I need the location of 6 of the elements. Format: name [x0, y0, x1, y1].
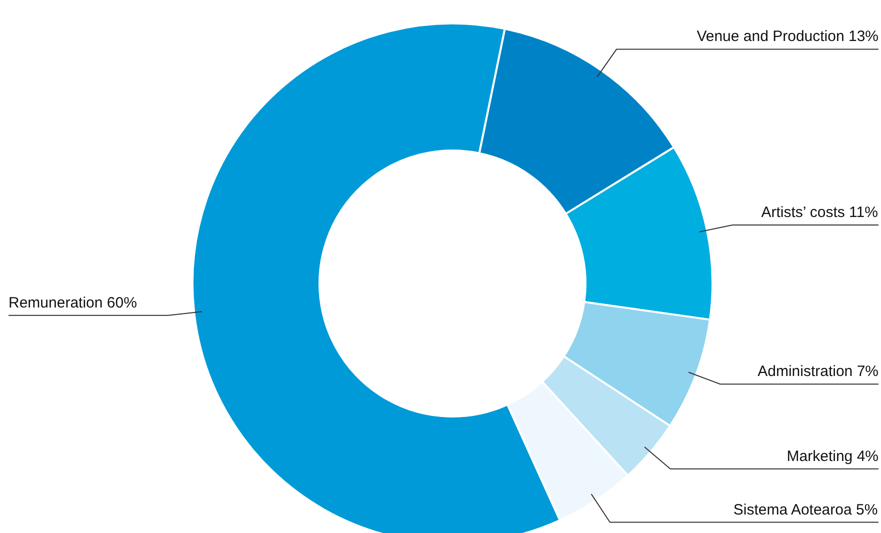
slice-label: Sistema Aotearoa 5% [733, 501, 878, 518]
slice-label: Remuneration 60% [8, 294, 137, 312]
slice-label: Administration 7% [758, 363, 879, 380]
slice-label: Venue and Production 13% [696, 28, 879, 46]
slice-label: Artists’ costs 11% [761, 204, 878, 222]
slice-label: Marketing 4% [786, 448, 879, 465]
